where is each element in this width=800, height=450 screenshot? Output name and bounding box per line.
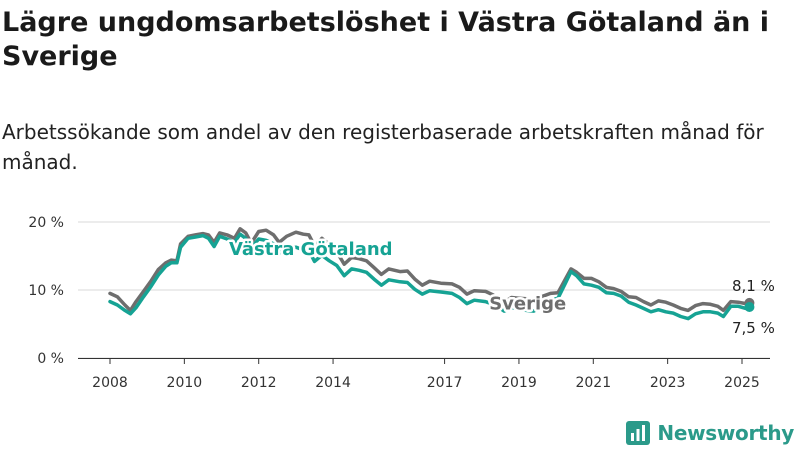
x-tick-label: 2025 xyxy=(724,375,760,391)
x-tick-label: 2023 xyxy=(650,375,686,391)
y-axis-ticks: 0 % 10 % 20 % xyxy=(28,215,64,367)
y-tick-label: 20 % xyxy=(28,215,64,231)
series-end-point-1 xyxy=(744,302,755,312)
series-label-halo: Sverige xyxy=(489,294,566,315)
x-tick-label: 2010 xyxy=(167,375,203,391)
chart-subtitle: Arbetssökande som andel av den registerb… xyxy=(2,120,764,174)
series-label: Västra Götaland xyxy=(229,239,393,260)
x-tick-label: 2021 xyxy=(575,375,611,391)
series-label-halo: Västra Götaland xyxy=(229,239,393,260)
end-label-sverige: 8,1 % xyxy=(732,277,775,295)
y-tick-label: 10 % xyxy=(28,283,64,299)
chart-title: Lägre ungdomsarbetslöshet i Västra Götal… xyxy=(2,7,770,72)
x-tick-label: 2012 xyxy=(241,375,277,391)
brand-logo: Newsworthy xyxy=(625,418,794,448)
series-lines xyxy=(108,227,755,321)
series-line-0 xyxy=(108,227,752,313)
x-tick-label: 2019 xyxy=(501,375,537,391)
x-axis: 2008 2010 2012 2014 2017 2019 2021 2023 2025 xyxy=(78,358,770,391)
end-label-vastra-gotaland: 7,5 % xyxy=(732,319,775,337)
brand-name: Newsworthy xyxy=(657,421,794,445)
y-tick-label: 0 % xyxy=(37,351,64,367)
series-line-1 xyxy=(108,232,752,321)
series-label: Sverige xyxy=(489,294,566,315)
newsworthy-logo-icon xyxy=(626,421,651,445)
line-chart: 0 % 10 % 20 % 2008 2010 2012 2014 2017 2019 2021… xyxy=(28,215,775,391)
x-tick-label: 2017 xyxy=(427,375,463,391)
x-tick-label: 2014 xyxy=(315,375,351,391)
x-tick-label: 2008 xyxy=(92,375,128,391)
